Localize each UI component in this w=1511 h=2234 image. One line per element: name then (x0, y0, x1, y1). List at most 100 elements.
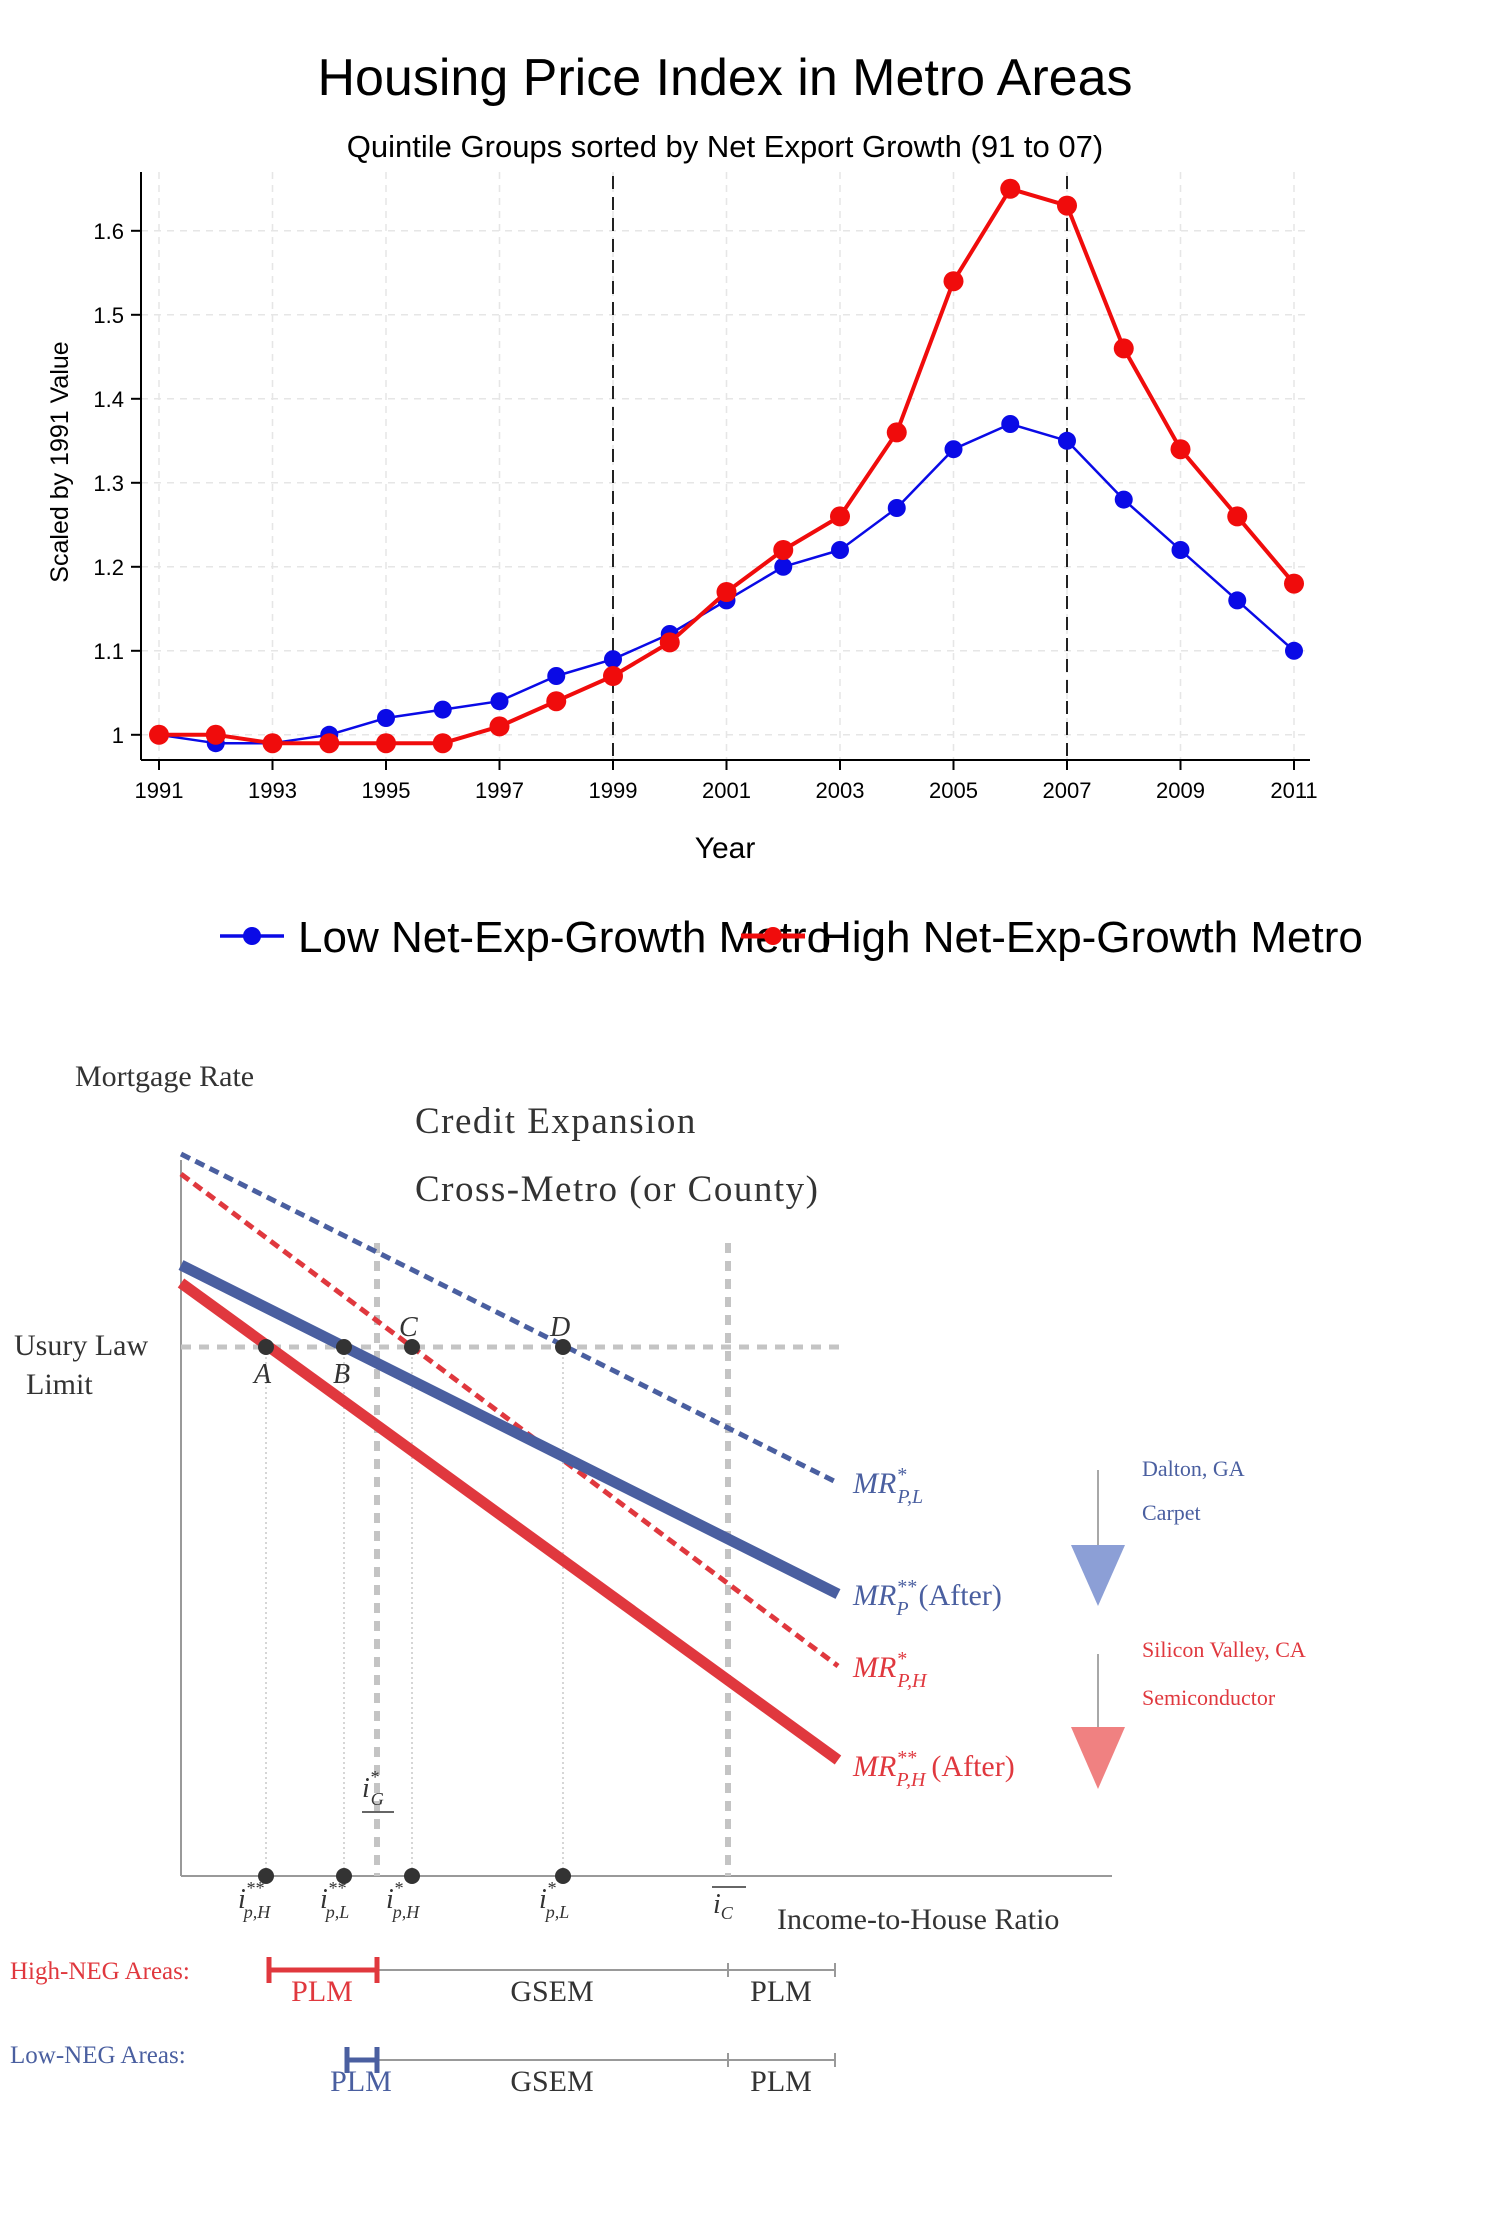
curve-mr-ph-after (177, 1278, 842, 1765)
data-point-1-1997 (489, 716, 510, 737)
data-point-0-2005 (944, 440, 963, 459)
label-i-g: i* G (362, 1767, 384, 1809)
chart-title: Housing Price Index in Metro Areas (317, 49, 1132, 107)
x-tick-label-7: 2005 (929, 778, 978, 803)
data-point-1-2003 (830, 506, 850, 527)
data-point-1-2007 (1057, 195, 1077, 216)
point-a (258, 1339, 274, 1355)
label-mr-pl-star: MR* P,L (852, 1464, 923, 1508)
x-tick-label-5: 2001 (702, 778, 751, 803)
low-neg-plm-right-label: PLM (750, 2065, 812, 2098)
data-point-0-2008 (1114, 490, 1133, 509)
low-area-city: Dalton, GA (1142, 1456, 1245, 1481)
data-point-1-1991 (149, 724, 169, 745)
y-axis-label: Scaled by 1991 Value (46, 341, 74, 582)
axis-markers: i** p,H i** p,L i* p,H i* p,L iC i* G (238, 1767, 746, 1923)
diagram-x-label: Income-to-House Ratio (777, 1903, 1059, 1936)
data-point-1-2005 (943, 271, 964, 292)
point-b (336, 1339, 352, 1355)
curve-labels: MR* P,L MR** P (After) MR* P,H MR** P,H (After… (852, 1464, 1015, 1791)
chart-subtitle: Quintile Groups sorted by Net Export Gro… (347, 129, 1103, 164)
data-point-1-2004 (886, 422, 907, 443)
x-tick-label-0: 1991 (135, 778, 184, 803)
data-point-1-1994 (319, 733, 340, 754)
y-tick-label-4: 1.4 (93, 387, 124, 412)
label-mr-ph-star: MR* P,H (852, 1648, 928, 1692)
curve-mr-ph-star (179, 1171, 840, 1669)
housing-price-chart: Housing Price Index in Metro Areas Quint… (46, 49, 1363, 962)
y-tick-label-2: 1.2 (93, 555, 124, 580)
data-point-1-1992 (205, 724, 226, 745)
x-axis-label: Year (695, 832, 756, 865)
data-point-1-2001 (716, 582, 737, 602)
x-tick-label-10: 2011 (1270, 778, 1317, 803)
regime-bars: High-NEG Areas: PLM GSEM PLM Low-NEG Are… (10, 1957, 836, 2098)
data-point-0-1995 (377, 709, 395, 727)
intersection-points: A B C D (252, 1312, 571, 1390)
shift-arrows: Dalton, GA Carpet Silicon Valley, CA Sem… (1071, 1456, 1306, 1789)
label-i-c: iC (713, 1889, 734, 1923)
curve-mr-p-after (178, 1260, 841, 1599)
data-point-1-2002 (773, 540, 794, 560)
x-tick-label-4: 1999 (589, 778, 638, 803)
high-area-city: Silicon Valley, CA (1142, 1637, 1306, 1662)
diagram-y-label: Mortgage Rate (75, 1060, 254, 1093)
data-point-1-2008 (1113, 338, 1134, 359)
point-a-label: A (252, 1359, 272, 1390)
axes (140, 172, 1310, 761)
low-neg-gsem-label: GSEM (510, 2065, 593, 2098)
low-neg-plm-left-label: PLM (330, 2065, 392, 2098)
legend-label-1: High Net-Exp-Growth Metro (820, 913, 1363, 962)
data-point-1-2010 (1227, 506, 1248, 527)
point-d-label: D (549, 1312, 570, 1343)
data-point-0-2004 (887, 499, 906, 517)
data-point-0-1996 (433, 700, 452, 719)
legend-swatch-marker-0 (243, 927, 261, 945)
low-area-industry: Carpet (1142, 1500, 1201, 1525)
x-tick-label-1: 1993 (248, 778, 297, 803)
y-tick-label-6: 1.6 (93, 219, 124, 244)
data-point-0-2002 (774, 557, 793, 576)
data-point-1-1998 (546, 691, 567, 712)
data-point-0-2009 (1171, 541, 1190, 559)
axis-point-iph1 (404, 1868, 420, 1884)
data-point-0-2007 (1058, 431, 1076, 450)
axis-point-ipl2 (336, 1868, 352, 1884)
data-point-1-2009 (1170, 439, 1191, 460)
guide-lines (181, 1243, 840, 1876)
label-mr-ph-after: MR** P,H (After) (852, 1747, 1015, 1791)
y-tick-label-3: 1.3 (93, 471, 124, 496)
data-point-0-2011 (1285, 641, 1303, 660)
credit-expansion-diagram: Mortgage Rate Credit Expansion Cross-Met… (10, 1060, 1306, 2098)
point-b-label: B (333, 1359, 350, 1390)
data-point-1-2000 (659, 632, 680, 653)
gridlines (141, 172, 1310, 760)
point-d (555, 1339, 571, 1355)
label-mr-p-after: MR** P (After) (852, 1576, 1002, 1620)
x-tick-label-6: 2003 (816, 778, 865, 803)
data-point-0-2003 (831, 541, 849, 559)
data-point-1-1999 (603, 666, 623, 686)
high-arrow-head (1071, 1727, 1125, 1789)
data-point-1-2006 (1000, 178, 1021, 199)
point-c (404, 1339, 420, 1355)
y-ticks: 1 1.1 1.2 1.3 1.4 1.5 1.6 (93, 219, 141, 748)
data-point-0-1999 (604, 650, 622, 669)
label-i-pl-1: i* p,L (539, 1878, 569, 1922)
high-neg-gsem-label: GSEM (510, 1975, 593, 2008)
credit-curves (177, 1151, 842, 1765)
high-neg-plm-left-label: PLM (291, 1975, 353, 2008)
y-tick-label-5: 1.5 (93, 303, 124, 328)
high-neg-label: High-NEG Areas: (10, 1958, 190, 1985)
x-ticks: 1991 1993 1995 1997 1999 2001 2003 2005 2007 2009… (135, 760, 1318, 803)
label-i-ph-1: i* p,H (386, 1878, 420, 1922)
data-point-0-2006 (1001, 415, 1020, 433)
data-point-1-1993 (262, 733, 283, 754)
x-tick-label-3: 1997 (475, 778, 524, 803)
y-tick-label-0: 1 (112, 723, 124, 748)
x-tick-label-8: 2007 (1043, 778, 1092, 803)
label-i-ph-2: i** p,H (238, 1878, 271, 1922)
label-i-pl-2: i** p,L (320, 1878, 349, 1922)
